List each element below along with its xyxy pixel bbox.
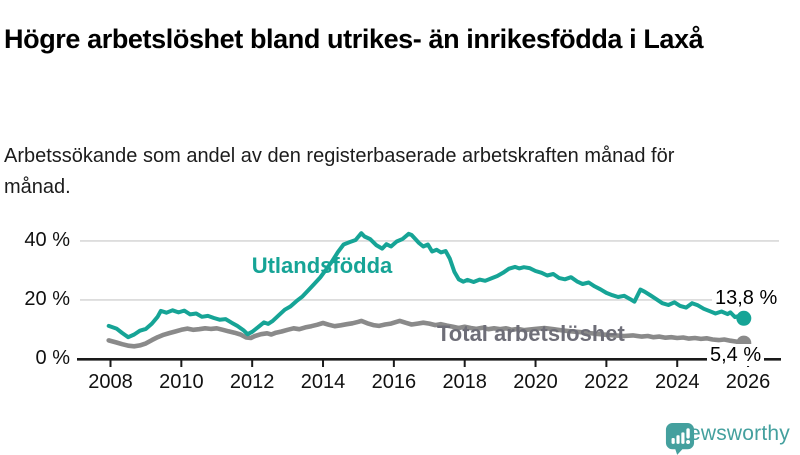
x-axis-tick-label: 2024: [654, 371, 700, 393]
x-axis-tick-label: 2018: [442, 371, 487, 393]
x-axis-tick-label: 2008: [88, 371, 133, 393]
end-dot-series-0: [736, 310, 752, 326]
chart-series-layer: [106, 231, 752, 351]
subtitle: Arbetssökande som andel av den registerb…: [4, 145, 675, 198]
x-axis-tick-label: 2010: [159, 371, 204, 393]
end-value-label-total: 5,4 %: [707, 344, 765, 366]
x-axis-tick-label: 2022: [584, 371, 629, 393]
end-value-label-utlandsfodda: 13,8 %: [712, 287, 781, 309]
line-utlandsfodda: [106, 231, 746, 340]
x-axis-tick-label: 2016: [371, 371, 417, 393]
x-axis-tick-label: 2026: [725, 371, 771, 393]
x-axis-tick-label: 2020: [513, 371, 558, 393]
newsworthy-brand-lockup[interactable]: Newsworthy: [665, 422, 790, 455]
newsworthy-brand-name: Newsworthy: [673, 422, 790, 445]
line-total-arbetsloshet: [106, 318, 747, 349]
x-axis-tick-label: 2014: [300, 371, 346, 393]
chart-grid-and-axis-layer: [77, 240, 781, 367]
y-axis-tick-label: 0 %: [35, 347, 70, 369]
y-axis-tick-label: 20 %: [24, 287, 70, 310]
series-label-total-arbetsloshet: Total arbetslöshet: [437, 321, 626, 346]
y-axis-tick-label: 40 %: [24, 228, 70, 251]
headline: Högre arbetslöshet bland utrikes- än inr…: [4, 24, 704, 55]
x-axis-tick-label: 2012: [229, 371, 275, 393]
